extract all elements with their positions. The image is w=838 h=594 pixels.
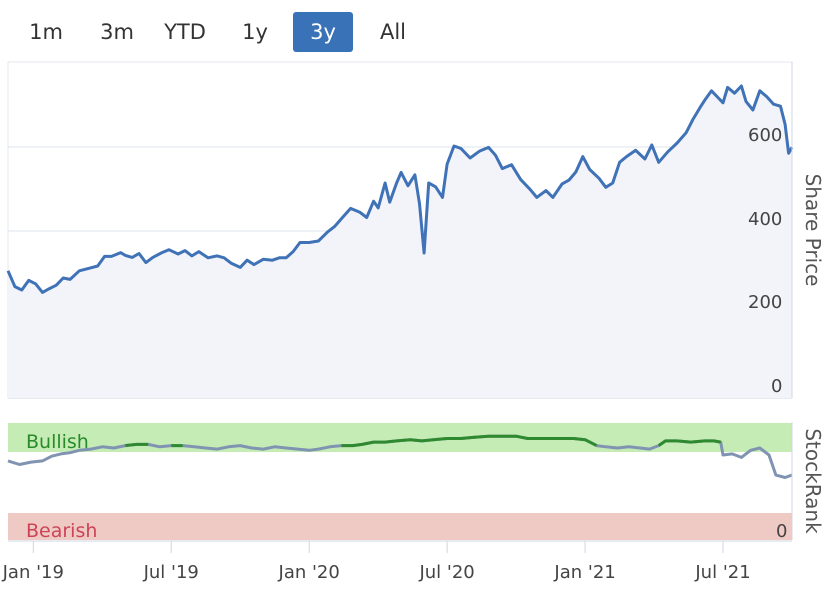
price-tick-400: 400 [748, 209, 782, 230]
x-tick-label: Jan '21 [553, 562, 615, 583]
rank-bullish-segment [125, 434, 721, 448]
bearish-zone [8, 513, 792, 540]
range-3y-button[interactable]: 3y [293, 12, 353, 52]
range-ytd-button[interactable]: YTD [164, 20, 206, 44]
x-tick-label: Jan '20 [278, 562, 340, 583]
x-tick-label: Jan '19 [2, 562, 64, 583]
price-tick-0: 0 [771, 376, 782, 397]
rank-axis-title: StockRank [801, 428, 825, 534]
price-series-line [6, 84, 794, 294]
x-axis-ticks: Jan '19 Jul '19 Jan '20 Jul '20 Jan '21 Jul '… [2, 541, 751, 583]
bullish-label: Bullish [26, 431, 89, 453]
range-1m-button[interactable]: 1m [29, 20, 63, 44]
range-1y-button[interactable]: 1y [242, 20, 268, 44]
x-tick-label: Jul '21 [694, 562, 750, 583]
price-tick-600: 600 [748, 125, 782, 146]
range-selector: 1m 3m YTD 1y 3y All [0, 10, 838, 54]
range-all-button[interactable]: All [379, 20, 407, 44]
range-3m-button[interactable]: 3m [100, 20, 134, 44]
rank-tick-0: 0 [776, 521, 787, 542]
bullish-zone [8, 423, 792, 452]
price-axis-title: Share Price [801, 174, 825, 287]
x-tick-label: Jul '20 [418, 562, 474, 583]
x-tick-label: Jul '19 [143, 562, 199, 583]
bearish-label: Bearish [26, 520, 97, 542]
price-area-fill [8, 86, 792, 398]
price-tick-200: 200 [748, 292, 782, 313]
